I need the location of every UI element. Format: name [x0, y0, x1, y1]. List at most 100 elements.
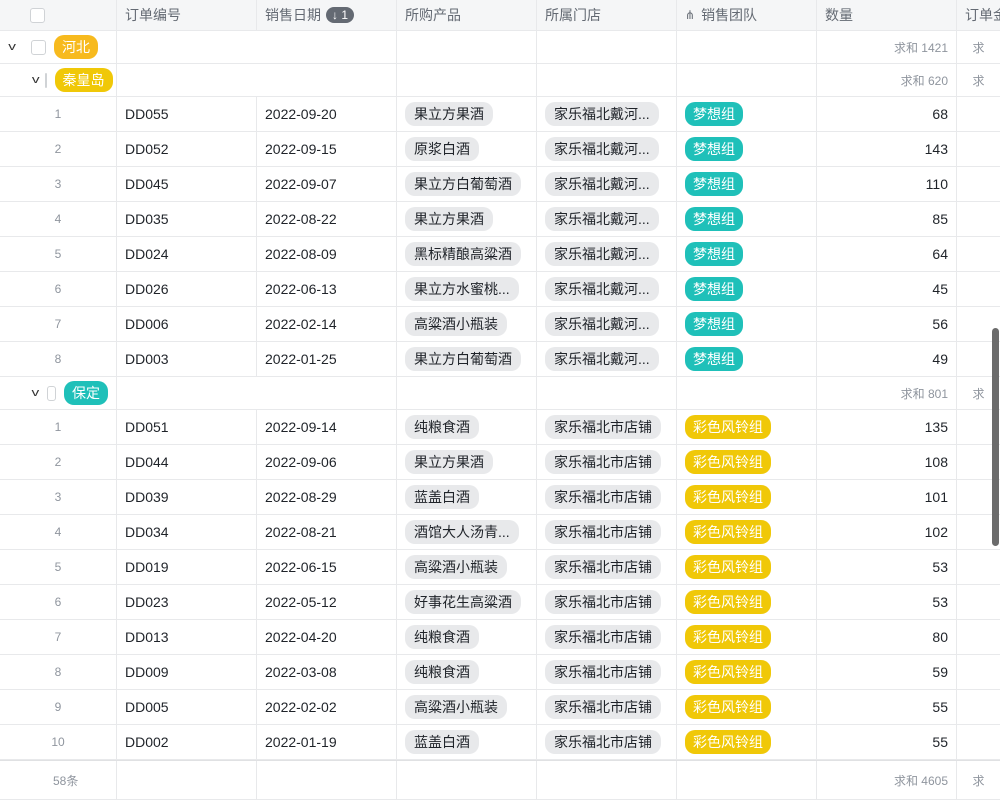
- col-product[interactable]: 所购产品: [397, 0, 537, 30]
- team-tag: 彩色风铃组: [685, 520, 771, 544]
- col-quantity[interactable]: 数量: [817, 0, 957, 30]
- table-row[interactable]: 6 DD026 2022-06-13 果立方水蜜桃... 家乐福北戴河... 梦…: [0, 272, 1000, 307]
- order-id: DD002: [125, 734, 169, 750]
- product-tag: 果立方白葡萄酒: [405, 347, 521, 371]
- product-tag: 黑标精酿高粱酒: [405, 242, 521, 266]
- store-tag: 家乐福北市店铺: [545, 660, 661, 684]
- store-tag: 家乐福北市店铺: [545, 695, 661, 719]
- table-footer: 58条 求和 4605 求: [0, 760, 1000, 800]
- store-tag: 家乐福北戴河...: [545, 312, 659, 336]
- col-amount[interactable]: 订单金: [957, 0, 1000, 30]
- group-checkbox[interactable]: [44, 72, 47, 88]
- store-tag: 家乐福北戴河...: [545, 242, 659, 266]
- table-row[interactable]: 3 DD045 2022-09-07 果立方白葡萄酒 家乐福北戴河... 梦想组…: [0, 167, 1000, 202]
- col-label: 数量: [825, 7, 853, 23]
- group-amount-sum: 求: [972, 73, 985, 88]
- order-id: DD013: [125, 629, 169, 645]
- group-row[interactable]: v 秦皇岛 求和 620 求: [0, 64, 1000, 97]
- team-tag: 彩色风铃组: [685, 590, 771, 614]
- record-count: 58条: [53, 773, 79, 788]
- sale-date: 2022-01-19: [265, 734, 337, 750]
- col-sale-date[interactable]: 销售日期 ↓ 1: [257, 0, 397, 30]
- group-row[interactable]: v 保定 求和 801 求: [0, 377, 1000, 410]
- col-label: 销售团队: [701, 7, 758, 23]
- store-tag: 家乐福北戴河...: [545, 172, 659, 196]
- product-tag: 果立方白葡萄酒: [405, 172, 521, 196]
- quantity: 68: [932, 106, 948, 122]
- store-tag: 家乐福北市店铺: [545, 520, 661, 544]
- col-order-id[interactable]: 订单编号: [117, 0, 257, 30]
- quantity: 59: [932, 664, 948, 680]
- quantity: 45: [932, 281, 948, 297]
- group-row[interactable]: v 河北 求和 1421 求: [0, 31, 1000, 64]
- group-checkbox[interactable]: [46, 385, 56, 401]
- sale-date: 2022-08-21: [265, 524, 337, 540]
- table-row[interactable]: 7 DD006 2022-02-14 高粱酒小瓶装 家乐福北戴河... 梦想组 …: [0, 307, 1000, 342]
- product-tag: 果立方水蜜桃...: [405, 277, 519, 301]
- vertical-scrollbar[interactable]: [992, 328, 999, 546]
- sort-badge[interactable]: ↓ 1: [326, 7, 355, 23]
- row-index: 3: [54, 177, 62, 191]
- sale-date: 2022-09-06: [265, 454, 337, 470]
- col-label: 所购产品: [405, 7, 461, 23]
- row-index: 4: [54, 212, 62, 226]
- table-header: 订单编号 销售日期 ↓ 1 所购产品 所属门店 ⋔ 销售团队 数量 订单金: [0, 0, 1000, 31]
- product-tag: 蓝盖白酒: [405, 730, 479, 754]
- col-team[interactable]: ⋔ 销售团队: [677, 0, 817, 30]
- row-index: 1: [54, 107, 62, 121]
- store-tag: 家乐福北市店铺: [545, 485, 661, 509]
- row-index: 6: [54, 282, 62, 296]
- col-store[interactable]: 所属门店: [537, 0, 677, 30]
- order-id: DD026: [125, 281, 169, 297]
- table-row[interactable]: 1 DD055 2022-09-20 果立方果酒 家乐福北戴河... 梦想组 6…: [0, 97, 1000, 132]
- store-tag: 家乐福北戴河...: [545, 102, 659, 126]
- table-row[interactable]: 5 DD024 2022-08-09 黑标精酿高粱酒 家乐福北戴河... 梦想组…: [0, 237, 1000, 272]
- team-tag: 彩色风铃组: [685, 625, 771, 649]
- table-row[interactable]: 2 DD044 2022-09-06 果立方果酒 家乐福北市店铺 彩色风铃组 1…: [0, 445, 1000, 480]
- group-sum: 求和 620: [900, 73, 948, 88]
- table-row[interactable]: 8 DD003 2022-01-25 果立方白葡萄酒 家乐福北戴河... 梦想组…: [0, 342, 1000, 377]
- product-tag: 高粱酒小瓶装: [405, 695, 507, 719]
- order-id: DD045: [125, 176, 169, 192]
- store-tag: 家乐福北市店铺: [545, 625, 661, 649]
- product-tag: 原浆白酒: [405, 137, 479, 161]
- sale-date: 2022-08-29: [265, 489, 337, 505]
- table-row[interactable]: 9 DD005 2022-02-02 高粱酒小瓶装 家乐福北市店铺 彩色风铃组 …: [0, 690, 1000, 725]
- quantity: 110: [925, 176, 948, 192]
- row-index: 6: [54, 595, 62, 609]
- store-tag: 家乐福北市店铺: [545, 730, 661, 754]
- table-row[interactable]: 10 DD002 2022-01-19 蓝盖白酒 家乐福北市店铺 彩色风铃组 5…: [0, 725, 1000, 760]
- select-all-checkbox[interactable]: [30, 7, 45, 23]
- table-row[interactable]: 7 DD013 2022-04-20 纯粮食酒 家乐福北市店铺 彩色风铃组 80: [0, 620, 1000, 655]
- row-index: 10: [51, 735, 65, 749]
- row-index: 7: [54, 630, 62, 644]
- table-row[interactable]: 3 DD039 2022-08-29 蓝盖白酒 家乐福北市店铺 彩色风铃组 10…: [0, 480, 1000, 515]
- table-row[interactable]: 8 DD009 2022-03-08 纯粮食酒 家乐福北市店铺 彩色风铃组 59: [0, 655, 1000, 690]
- table-row[interactable]: 2 DD052 2022-09-15 原浆白酒 家乐福北戴河... 梦想组 14…: [0, 132, 1000, 167]
- order-id: DD019: [125, 559, 169, 575]
- group-amount-sum: 求: [972, 40, 985, 55]
- row-index: 5: [54, 560, 62, 574]
- quantity: 55: [932, 699, 948, 715]
- group-checkbox[interactable]: [31, 39, 46, 55]
- quantity: 53: [932, 559, 948, 575]
- sale-date: 2022-09-15: [265, 141, 337, 157]
- chevron-down-icon[interactable]: v: [31, 387, 40, 399]
- table-row[interactable]: 5 DD019 2022-06-15 高粱酒小瓶装 家乐福北市店铺 彩色风铃组 …: [0, 550, 1000, 585]
- col-label: 订单金: [965, 7, 1000, 23]
- chevron-down-icon[interactable]: v: [31, 74, 40, 86]
- chevron-down-icon[interactable]: v: [8, 41, 16, 53]
- team-tag: 梦想组: [685, 137, 743, 161]
- team-tag: 梦想组: [685, 102, 743, 126]
- table-row[interactable]: 4 DD034 2022-08-21 酒馆大人汤青... 家乐福北市店铺 彩色风…: [0, 515, 1000, 550]
- product-tag: 蓝盖白酒: [405, 485, 479, 509]
- sale-date: 2022-04-20: [265, 629, 337, 645]
- col-label: 销售日期: [265, 7, 321, 23]
- table-row[interactable]: 4 DD035 2022-08-22 果立方果酒 家乐福北戴河... 梦想组 8…: [0, 202, 1000, 237]
- table-row[interactable]: 6 DD023 2022-05-12 好事花生高粱酒 家乐福北市店铺 彩色风铃组…: [0, 585, 1000, 620]
- group-tag: 河北: [54, 35, 98, 59]
- team-tag: 彩色风铃组: [685, 450, 771, 474]
- table-row[interactable]: 1 DD051 2022-09-14 纯粮食酒 家乐福北市店铺 彩色风铃组 13…: [0, 410, 1000, 445]
- row-index: 8: [54, 665, 62, 679]
- product-tag: 纯粮食酒: [405, 625, 479, 649]
